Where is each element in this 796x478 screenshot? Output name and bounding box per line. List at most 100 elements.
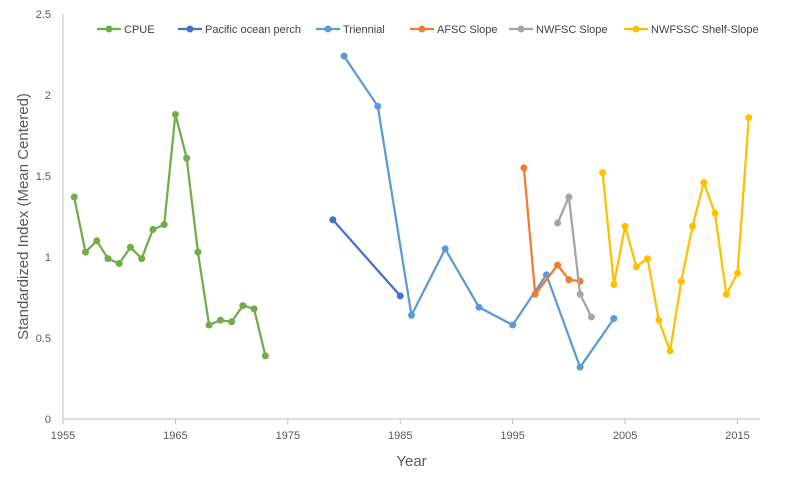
data-point — [374, 102, 382, 110]
legend-swatch-marker — [418, 25, 426, 33]
data-point — [599, 169, 607, 177]
data-point — [666, 347, 674, 355]
data-point — [408, 311, 415, 319]
data-point — [711, 209, 719, 217]
legend-swatch-marker — [632, 25, 640, 33]
series-3 — [520, 164, 584, 298]
data-point — [239, 302, 247, 310]
series-line — [556, 195, 593, 318]
data-point — [81, 248, 89, 256]
y-tick-label: 0.5 — [36, 333, 51, 345]
legend: CPUE Pacific ocean perch Triennial AFSC Slo… — [97, 24, 759, 36]
legend-swatch-marker — [517, 25, 525, 33]
x-tick-label: 1995 — [500, 430, 524, 442]
data-point — [565, 193, 573, 201]
data-point — [194, 248, 202, 256]
data-point — [689, 222, 697, 230]
legend-item: Pacific ocean perch — [178, 24, 301, 36]
x-tick-label: 1975 — [276, 430, 300, 442]
series-line — [601, 117, 750, 353]
data-point — [576, 363, 584, 371]
data-point — [138, 255, 146, 263]
y-axis-title: Standardized Index (Mean Centered) — [15, 93, 32, 340]
data-point — [70, 193, 78, 201]
series-lines — [70, 52, 753, 371]
legend-item: NWFSSC Shelf-Slope — [624, 24, 759, 36]
data-point — [531, 290, 539, 298]
x-tick-label: 1985 — [388, 430, 412, 442]
legend-item: CPUE — [97, 24, 155, 36]
data-point — [700, 178, 708, 186]
legend-label: NWFSC Slope — [536, 24, 608, 36]
data-point — [677, 277, 685, 285]
x-axis-title: Year — [396, 453, 426, 470]
data-point — [250, 305, 258, 313]
legend-swatch-marker — [105, 25, 113, 33]
y-tick-label: 2.5 — [36, 9, 51, 21]
data-point — [632, 263, 640, 271]
data-point — [171, 110, 179, 118]
data-point — [104, 255, 112, 263]
x-axis-ticks: 1955 1965 1975 1985 1995 2005 2015 — [51, 419, 750, 442]
data-point — [565, 276, 573, 284]
axes — [62, 14, 760, 420]
data-point — [655, 316, 663, 324]
data-point — [722, 290, 730, 298]
data-point — [745, 114, 753, 122]
data-point — [520, 164, 528, 172]
data-point — [441, 245, 449, 253]
series-5 — [599, 114, 753, 355]
y-tick-label: 0 — [45, 414, 51, 426]
series-4 — [554, 193, 595, 321]
data-point — [115, 259, 123, 267]
series-1 — [329, 216, 404, 300]
legend-item: AFSC Slope — [410, 24, 498, 36]
legend-label: Triennial — [343, 24, 385, 36]
x-tick-label: 1965 — [163, 430, 187, 442]
data-point — [621, 222, 629, 230]
series-0 — [70, 110, 269, 360]
data-point — [509, 321, 517, 329]
data-point — [160, 221, 168, 229]
data-point — [610, 281, 618, 289]
series-line — [331, 218, 402, 297]
data-point — [205, 321, 213, 329]
series-line — [73, 113, 267, 357]
y-tick-label: 2 — [45, 90, 51, 102]
series-line — [343, 55, 615, 369]
y-tick-label: 1 — [45, 252, 51, 264]
data-point — [183, 154, 191, 162]
data-point — [340, 52, 348, 60]
data-point — [587, 313, 595, 321]
x-tick-label: 2005 — [613, 430, 637, 442]
data-point — [261, 352, 269, 360]
legend-swatch-marker — [186, 25, 194, 33]
data-point — [554, 261, 562, 269]
x-tick-label: 2015 — [725, 430, 749, 442]
data-point — [228, 318, 236, 326]
legend-swatch-marker — [324, 25, 332, 33]
data-point — [734, 269, 742, 277]
legend-label: CPUE — [124, 24, 155, 36]
data-point — [475, 303, 483, 311]
legend-label: Pacific ocean perch — [205, 24, 301, 36]
data-point — [126, 243, 134, 251]
data-point — [149, 225, 157, 233]
data-point — [610, 315, 618, 323]
y-tick-label: 1.5 — [36, 171, 51, 183]
x-tick-label: 1955 — [51, 430, 75, 442]
series-2 — [340, 52, 618, 371]
data-point — [644, 255, 652, 263]
legend-label: NWFSSC Shelf-Slope — [651, 24, 759, 36]
series-line — [522, 167, 581, 296]
data-point — [93, 237, 101, 245]
legend-item: Triennial — [316, 24, 385, 36]
data-point — [396, 292, 404, 300]
data-point — [554, 219, 562, 227]
legend-label: AFSC Slope — [437, 24, 498, 36]
y-axis-ticks: 0 0.5 1 1.5 2 2.5 — [36, 9, 51, 426]
legend-item: NWFSC Slope — [509, 24, 608, 36]
data-point — [329, 216, 337, 224]
